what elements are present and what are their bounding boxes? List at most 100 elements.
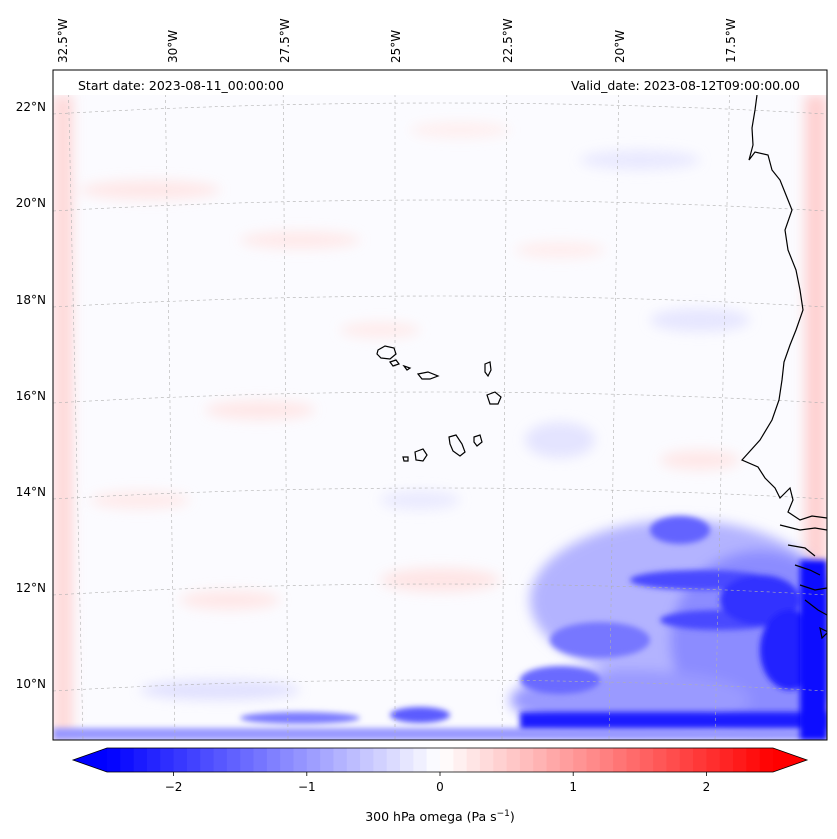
meridian-line [501, 70, 508, 740]
meridian-line [282, 70, 289, 740]
colorbar-cell [240, 748, 255, 772]
colorbar-cell [107, 748, 121, 772]
colorbar-extend-low [73, 748, 107, 772]
colorbar-cell [679, 748, 694, 772]
colorbar-tick-label: 1 [569, 780, 577, 794]
colorbar-cell [653, 748, 668, 772]
maio-island [473, 434, 483, 447]
colorbar-cell [173, 748, 188, 772]
header-strip [53, 70, 827, 95]
colorbar-cell [559, 748, 574, 772]
colorbar-cell [386, 748, 401, 772]
meridian-line [164, 70, 176, 740]
colorbar-tick-label: −2 [165, 780, 183, 794]
colorbar: −2 −1 0 1 2 300 hPa omega (Pa s−1) [71, 747, 809, 824]
colorbar-cell [333, 748, 348, 772]
sao-vicente-island [389, 359, 400, 367]
colorbar-cell [200, 748, 215, 772]
colorbar-cell [573, 748, 588, 772]
colorbar-cell [186, 748, 201, 772]
colorbar-cell [120, 748, 135, 772]
colorbar-cell [400, 748, 414, 772]
colorbar-cell [466, 748, 481, 772]
colorbar-cell [626, 748, 641, 772]
santo-antao-island [376, 345, 397, 360]
colorbar-outline [71, 747, 809, 773]
colorbar-ticks: −2 −1 0 1 2 [165, 772, 710, 794]
valid-date-label: Valid_date: 2023-08-12T09:00:00.00 [571, 78, 800, 93]
colorbar-cell [226, 748, 241, 772]
fogo-island [414, 448, 428, 462]
sal-island [484, 361, 492, 378]
colorbar-cells [107, 748, 774, 772]
santa-luzia-island [402, 364, 412, 371]
start-date-label: Start date: 2023-08-11_00:00:00 [78, 78, 284, 93]
coastlines [376, 94, 827, 640]
colorbar-label: 300 hPa omega (Pa s−1) [365, 809, 515, 824]
colorbar-cell [440, 748, 454, 772]
colorbar-cell [346, 748, 361, 772]
colorbar-tick-label: −1 [298, 780, 316, 794]
lon-tick-labels: 32.5°W 30°W 27.5°W 25°W 22.5°W 20°W 17.5… [56, 18, 738, 63]
lat-tick-label: 12°N [16, 581, 46, 595]
colorbar-cell [360, 748, 374, 772]
colorbar-cell [306, 748, 321, 772]
africa-coastline [740, 94, 827, 521]
omega-field [53, 95, 827, 740]
lat-tick-label: 20°N [16, 196, 46, 210]
lon-tick-label: 17.5°W [724, 18, 738, 63]
colorbar-cell [706, 748, 721, 772]
parallel-line [53, 487, 827, 500]
colorbar-cell [506, 748, 521, 772]
colorbar-cell [426, 748, 441, 772]
boa-vista-island [486, 391, 502, 405]
lon-tick-label: 27.5°W [278, 18, 292, 63]
colorbar-cell [253, 748, 268, 772]
gambia-coastline [779, 524, 827, 616]
colorbar-cell [493, 748, 508, 772]
colorbar-extend-high [773, 748, 807, 772]
lat-tick-label: 14°N [16, 485, 46, 499]
colorbar-cell [586, 748, 601, 772]
colorbar-cell [479, 748, 494, 772]
colorbar-cell [280, 748, 295, 772]
colorbar-cell [213, 748, 228, 772]
parallel-line [53, 295, 827, 308]
lon-tick-label: 32.5°W [56, 18, 70, 63]
colorbar-cell [160, 748, 175, 772]
parallel-line [53, 102, 827, 115]
colorbar-cell [759, 748, 774, 772]
lat-tick-label: 10°N [16, 677, 46, 691]
colorbar-cell [146, 748, 161, 772]
colorbar-cell [666, 748, 681, 772]
colorbar-cell [599, 748, 614, 772]
colorbar-cell [453, 748, 468, 772]
parallel-line [53, 583, 827, 596]
colorbar-cell [746, 748, 761, 772]
colorbar-tick-label: 2 [703, 780, 711, 794]
parallel-line [53, 679, 827, 692]
parallel-line [53, 199, 827, 212]
colorbar-cell [719, 748, 734, 772]
colorbar-cell [293, 748, 308, 772]
lon-tick-label: 25°W [389, 30, 403, 63]
colorbar-cell [266, 748, 281, 772]
colorbar-cell [133, 748, 148, 772]
bijagos-islands [819, 626, 827, 640]
colorbar-cell [320, 748, 335, 772]
lat-tick-label: 16°N [16, 389, 46, 403]
lon-tick-label: 22.5°W [501, 18, 515, 63]
colorbar-cell [413, 748, 428, 772]
colorbar-cell [373, 748, 388, 772]
lat-tick-label: 22°N [16, 100, 46, 114]
meridian-line [608, 70, 620, 740]
gridlines [53, 70, 827, 740]
colorbar-cell [639, 748, 654, 772]
colorbar-cell [546, 748, 561, 772]
map-panel: Start date: 2023-08-11_00:00:00 Valid_da… [52, 69, 828, 741]
parallel-line [53, 391, 827, 404]
colorbar-cell [613, 748, 628, 772]
lat-tick-labels: 22°N 20°N 18°N 16°N 14°N 12°N 10°N [16, 100, 46, 691]
sao-nicolau-island [416, 371, 440, 380]
